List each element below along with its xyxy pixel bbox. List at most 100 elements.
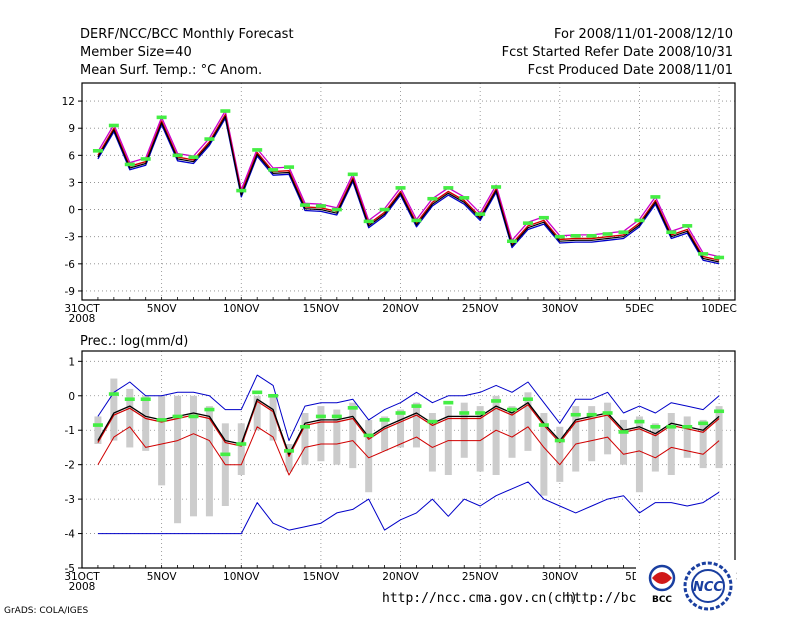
observed-marker (331, 207, 342, 212)
observed-marker (714, 255, 725, 260)
x-tick-label: 10NOV (223, 303, 260, 315)
observed-marker (268, 393, 279, 398)
spread-bar (524, 392, 532, 451)
spread-bar (476, 406, 484, 472)
spread-bar (667, 413, 675, 475)
observed-marker (156, 115, 167, 120)
observed-marker (411, 404, 422, 408)
observed-marker (650, 195, 661, 199)
observed-marker (220, 109, 231, 113)
ncc-url[interactable]: http://ncc.cma.gov.cn(ch) (382, 591, 578, 606)
y-tick-label: -4 (65, 529, 76, 541)
y-tick-label: -3 (65, 232, 75, 244)
y-tick-label: 9 (68, 123, 75, 135)
observed-marker (299, 424, 310, 429)
bcc-logo-text: BCC (652, 595, 672, 605)
observed-marker (698, 421, 709, 426)
spread-bar (94, 416, 102, 444)
forecast-started-date: Fcst Started Refer Date 2008/10/31 (502, 45, 733, 60)
spread-bar (699, 419, 707, 469)
temp-variable-label: Mean Surf. Temp.: °C Anom. (80, 63, 262, 78)
x-tick-label: 30NOV (542, 303, 579, 315)
spread-bar (365, 419, 373, 493)
spread-bar (301, 413, 309, 465)
observed-marker (172, 153, 183, 158)
observed-marker (491, 399, 502, 403)
x-tick-label: 30NOV (542, 571, 579, 583)
spread-bar (269, 395, 277, 441)
observed-marker (666, 230, 677, 234)
grads-credit: GrADS: COLA/IGES (4, 606, 88, 616)
observed-marker (204, 137, 215, 141)
series-line-mean (97, 115, 720, 263)
spread-bar (205, 406, 213, 517)
x-tick-label: 25NOV (462, 303, 499, 315)
observed-marker (538, 215, 549, 220)
series-line-mean (97, 398, 720, 455)
spread-bar (428, 413, 436, 472)
spread-bar (540, 413, 548, 496)
spread-bar (158, 395, 166, 486)
x-tick-label: 5DEC (625, 303, 654, 315)
y-tick-label: -6 (65, 259, 76, 271)
spread-bar (142, 395, 150, 451)
observed-marker (347, 406, 358, 410)
member-size: Member Size=40 (80, 45, 192, 60)
observed-marker (427, 196, 438, 201)
observed-marker (315, 414, 326, 419)
observed-marker (554, 438, 565, 443)
spread-bar (397, 409, 405, 448)
y-tick-label: -9 (65, 286, 75, 298)
observed-marker (602, 411, 613, 415)
plot-frame (81, 350, 736, 569)
series-line-max (97, 374, 720, 442)
observed-marker (395, 186, 406, 190)
observed-marker (363, 433, 374, 438)
series-line-min (97, 481, 720, 535)
spread-bar (683, 416, 691, 458)
observed-marker (284, 165, 295, 169)
observed-marker (379, 418, 390, 422)
x-tick-label: 10DEC (701, 303, 736, 315)
y-tick-label: 12 (62, 96, 75, 108)
spread-bar (572, 406, 580, 472)
observed-marker (634, 218, 645, 223)
observed-marker (475, 212, 486, 216)
x-year-label: 2008 (69, 581, 96, 593)
observed-marker (459, 196, 470, 200)
spread-bar (349, 402, 357, 469)
observed-marker (618, 230, 629, 234)
y-tick-label: -5 (65, 563, 75, 575)
precip-variable-label: Prec.: log(mm/d) (80, 334, 188, 349)
y-tick-label: -1 (65, 425, 75, 437)
observed-marker (299, 203, 310, 207)
x-tick-label: 20NOV (382, 571, 419, 583)
observed-marker (236, 442, 247, 446)
observed-marker (140, 397, 151, 402)
x-tick-label: 15NOV (303, 303, 340, 315)
temperature-panel: 31OCT 5NOV 10NOV 15NOV 20NOV 25NOV 30NOV 5DEC 10… (62, 82, 737, 325)
spread-bar (333, 409, 341, 465)
spread-bar (253, 395, 261, 431)
x-tick-label: 25NOV (462, 571, 499, 583)
observed-marker (586, 412, 597, 417)
spread-bar (635, 416, 643, 493)
observed-marker (252, 148, 263, 152)
observed-marker (491, 185, 502, 189)
x-tick-label: 31OCT (64, 571, 100, 583)
observed-marker (140, 157, 151, 161)
observed-marker (507, 239, 518, 244)
precipitation-panel: 31OCT5NOV10NOV15NOV20NOV25NOV30NOV5DEC10… (64, 350, 737, 593)
forecast-produced-date: Fcst Produced Date 2008/11/01 (528, 63, 733, 78)
spread-bar (174, 395, 182, 524)
spread-bar (715, 406, 723, 469)
spread-bar (556, 426, 564, 482)
series-line-ensemble-low (97, 426, 720, 476)
spread-bar (508, 406, 516, 458)
observed-marker (156, 418, 167, 422)
observed-marker (124, 397, 135, 402)
observed-marker (252, 390, 263, 395)
plot-frame (81, 82, 736, 301)
spread-bar (588, 406, 596, 462)
x-tick-label: 5NOV (147, 571, 178, 583)
